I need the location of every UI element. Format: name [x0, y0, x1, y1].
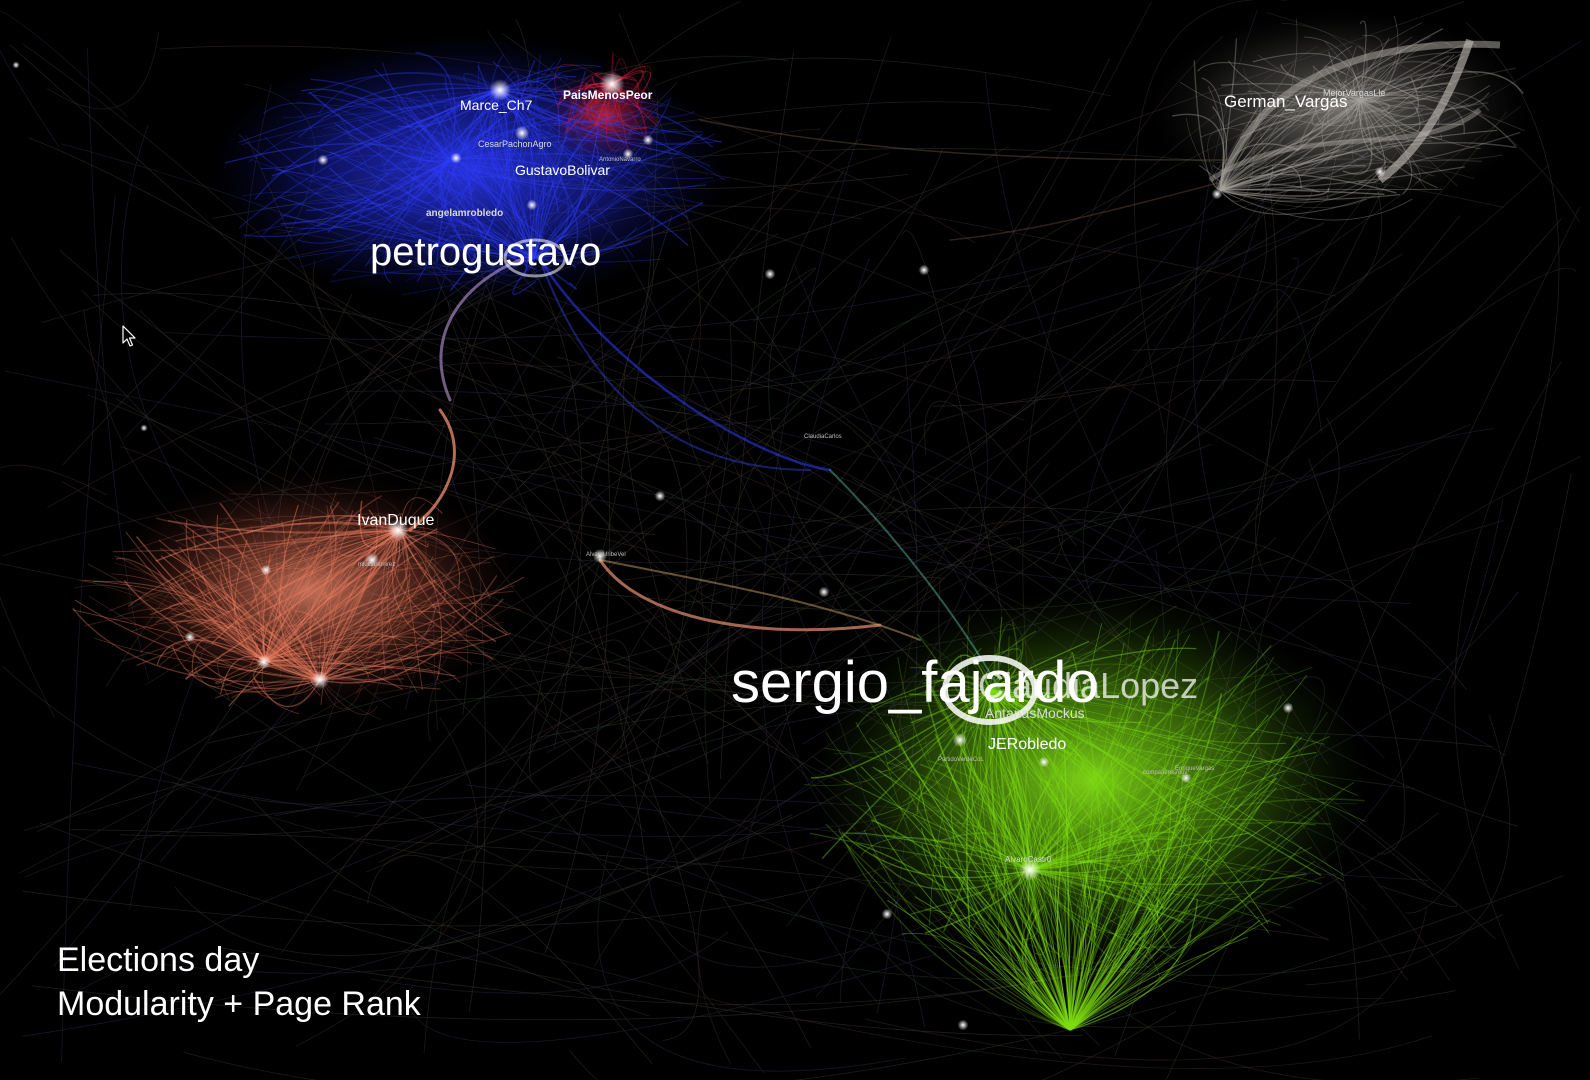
graph-node — [654, 490, 666, 502]
graph-node — [450, 152, 462, 164]
graph-node — [918, 264, 930, 276]
label-misc-small-1: ClaudiaCarlos — [804, 434, 842, 440]
graph-node — [1180, 772, 1192, 784]
graph-node — [1038, 756, 1050, 768]
label-marce-ch7: Marce_Ch7 — [460, 97, 533, 113]
label-sergio-fajardo: sergio_fajardo — [731, 650, 1099, 715]
label-claudialopez: ClaudiaLopez — [978, 665, 1199, 706]
graph-node — [1282, 702, 1294, 714]
label-misc-small-2: compañerosmov — [1143, 770, 1188, 776]
graph-node — [256, 654, 272, 670]
label-petrogustavo: petrogustavo — [370, 230, 602, 274]
petro-hub-node — [503, 238, 567, 278]
caption-line-2: Modularity + Page Rank — [57, 985, 421, 1023]
graph-node — [317, 154, 329, 166]
graph-node — [489, 79, 511, 101]
label-paismenospeor: PaisMenosPeor — [563, 88, 653, 102]
graph-node — [1211, 188, 1223, 200]
label-antanasmockus: AntanasMockus — [985, 705, 1085, 721]
label-gustavobolivar: GustavoBolivar — [515, 162, 610, 178]
graph-node — [260, 564, 272, 576]
caption-line-1: Elections day — [57, 941, 260, 979]
graph-node — [526, 199, 538, 211]
vargas-bundles — [1208, 38, 1501, 192]
label-alvarocastro: AlvaroCastr0 — [1005, 855, 1052, 864]
label-mluciaramirez: mluciaramirez — [358, 562, 396, 568]
graph-node — [311, 671, 329, 689]
bridge-edges — [408, 119, 1231, 691]
fajardo-cluster-glow — [810, 590, 1370, 970]
label-mejorvargaslle: MejorVargasLle — [1323, 88, 1386, 98]
graph-node — [387, 519, 409, 541]
figure-caption: Elections day Modularity + Page Rank — [57, 938, 421, 1026]
label-alvarouribevel: AlvaroUribeVel — [586, 552, 626, 558]
graph-node — [1374, 166, 1386, 178]
graph-node — [140, 424, 148, 432]
vargas-cluster-glow — [1150, 10, 1530, 210]
label-german-vargas: German_Vargas — [1224, 92, 1348, 111]
label-cesarpachonagro: CesarPachonAgro — [478, 139, 552, 149]
graph-node — [12, 61, 20, 69]
graph-node — [881, 908, 893, 920]
label-partidoverde: PartidoVerdeCoL — [938, 757, 984, 763]
fajardo-hub-node — [942, 655, 1038, 725]
label-ivanduque: IvanDuque — [357, 512, 435, 529]
graph-node — [622, 148, 634, 160]
graph-node — [642, 134, 654, 146]
red-subcluster-glow — [545, 70, 665, 160]
graph-node — [957, 1019, 969, 1031]
graph-node — [818, 586, 830, 598]
graph-node — [952, 732, 968, 748]
label-misc-small-3: AntonioNavarro — [599, 157, 641, 163]
graph-node — [364, 552, 380, 568]
label-misc-small-4: EnriqueVargas — [1175, 766, 1215, 772]
label-angelamrobledo: angelamrobledo — [426, 208, 504, 219]
mouse-pointer-icon — [122, 325, 136, 347]
graph-node — [764, 268, 776, 280]
label-jerobledo: JERobledo — [988, 736, 1067, 753]
graph-node — [514, 125, 530, 141]
duque-cluster-glow — [100, 470, 520, 710]
graph-nodes — [12, 61, 1386, 1031]
cluster-edges — [72, 15, 1525, 1032]
graph-node — [184, 631, 196, 643]
graph-node — [599, 71, 625, 97]
graph-node — [1019, 859, 1041, 881]
graph-node — [592, 548, 608, 564]
